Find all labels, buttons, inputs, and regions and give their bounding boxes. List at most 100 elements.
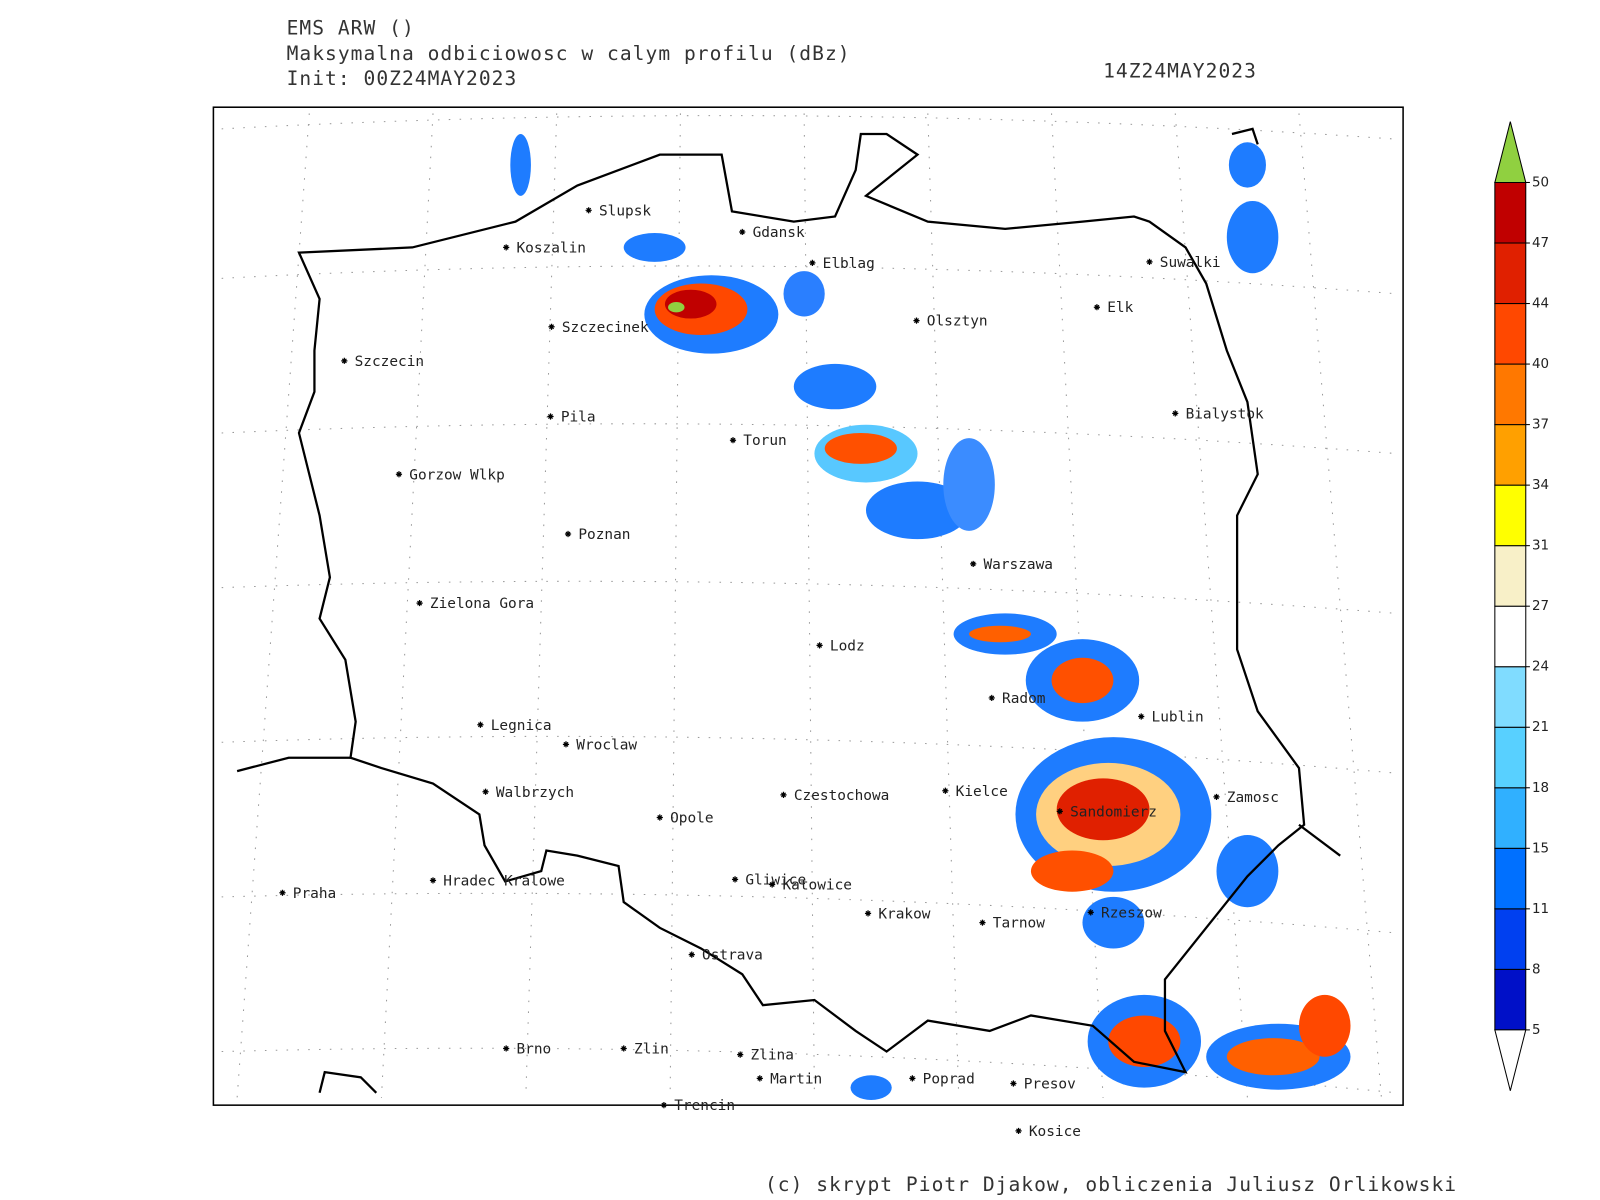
city-label: Koszalin [516,240,585,256]
colorbar-segment [1494,908,1527,970]
colorbar-segment [1494,545,1527,607]
colorbar-segment [1494,424,1527,486]
city-label: Kielce [956,784,1008,800]
city-marker [564,530,572,538]
city-label: Elk [1107,300,1133,316]
city-label: Martin [770,1071,822,1087]
city-marker [1138,713,1145,720]
colorbar-label: 21 [1532,720,1549,735]
colorbar-segment [1494,726,1527,789]
city-label: Suwalki [1160,255,1221,271]
city-marker [503,244,510,251]
city-label: Katowice [782,878,851,894]
city-label: Gdansk [753,225,805,241]
city-marker [1010,1080,1017,1087]
colorbar-label: 47 [1532,236,1549,251]
reflectivity-echoes [510,134,1351,1100]
city-label: Radom [1002,691,1045,707]
city-label: Wroclaw [576,737,637,753]
city-marker [1087,909,1094,916]
city-label: Praha [293,886,336,902]
city-marker [547,413,554,420]
colorbar-segment [1494,181,1527,244]
colorbar-under [1494,1029,1527,1091]
city-marker [942,787,949,794]
city-label: Brno [516,1041,551,1057]
city-label: Lodz [830,638,865,654]
city-label: Gliwice [745,872,806,888]
city-marker [1093,304,1100,311]
map-frame [212,106,1404,1106]
city-label: Krakow [878,906,930,922]
city-label: Zamosc [1227,790,1279,806]
city-marker [729,437,737,444]
city-marker [970,560,977,568]
city-marker [731,876,739,883]
model-title: EMS ARW () [287,16,415,39]
city-label: Szczecinek [562,320,649,336]
city-label: Pila [561,410,596,426]
city-label: Trencin [674,1098,735,1114]
city-label: Rzeszow [1101,905,1162,921]
city-label: Hradec Kralowe [443,873,565,889]
colorbar-label: 37 [1532,418,1549,433]
city-marker [395,471,403,478]
city-label: Zlin [634,1041,669,1057]
city-marker [816,642,823,649]
city-marker [1056,808,1063,815]
city-label: Kosice [1029,1124,1081,1140]
colorbar-label: 24 [1532,660,1549,675]
city-label: Tarnow [993,916,1045,932]
colorbar-label: 11 [1532,902,1549,917]
colorbar-label: 31 [1532,539,1549,554]
city-label: Elblag [823,256,875,272]
city-marker [279,889,286,896]
colorbar-label: 34 [1532,478,1549,493]
field-title: Maksymalna odbiciowosc w calym profilu (… [287,42,851,65]
colorbar-label: 50 [1532,175,1549,190]
city-label: Opole [670,811,713,827]
city-marker [979,919,986,926]
city-label: Bialystok [1186,406,1264,422]
colorbar-segment [1494,787,1527,849]
city-marker [864,910,872,917]
city-marker [429,877,437,884]
colorbar-segment [1494,303,1527,365]
city-marker [809,259,816,266]
city-label: Ostrava [702,948,763,964]
colorbar-label: 27 [1532,599,1549,614]
city-marker [909,1075,916,1082]
city-marker [1172,410,1179,417]
city-label: Lublin [1152,710,1204,726]
colorbar-segment [1494,847,1527,910]
city-marker [1213,793,1220,800]
borders [236,127,1341,1094]
city-label: Poznan [578,527,630,543]
city-marker [737,1051,744,1058]
colorbar-segment [1494,484,1527,547]
colorbar-label: 15 [1532,841,1549,856]
colorbar-label: 40 [1532,357,1549,372]
city-marker [548,323,555,330]
city-marker [660,1102,668,1109]
init-time: Init: 00Z24MAY2023 [287,67,518,90]
colorbar-segment [1494,968,1527,1031]
city-label: Slupsk [599,203,651,219]
city-marker [562,741,570,748]
city-marker [739,228,746,236]
city-marker [477,721,484,728]
colorbar-label: 5 [1532,1023,1541,1038]
colorbar-label: 44 [1532,297,1549,312]
city-label: Poprad [923,1071,975,1087]
city-label: Gorzow Wlkp [409,467,505,483]
city-label: Legnica [491,718,552,734]
city-label: Szczecin [355,354,424,370]
city-label: Walbrzych [496,785,574,801]
city-label: Torun [743,433,786,449]
city-marker [988,694,995,702]
footer-credit: (c) skrypt Piotr Djakow, obliczenia Juli… [765,1173,1457,1196]
colorbar-segment [1494,605,1527,668]
city-label: Presov [1024,1077,1076,1093]
city-marker [688,951,695,958]
